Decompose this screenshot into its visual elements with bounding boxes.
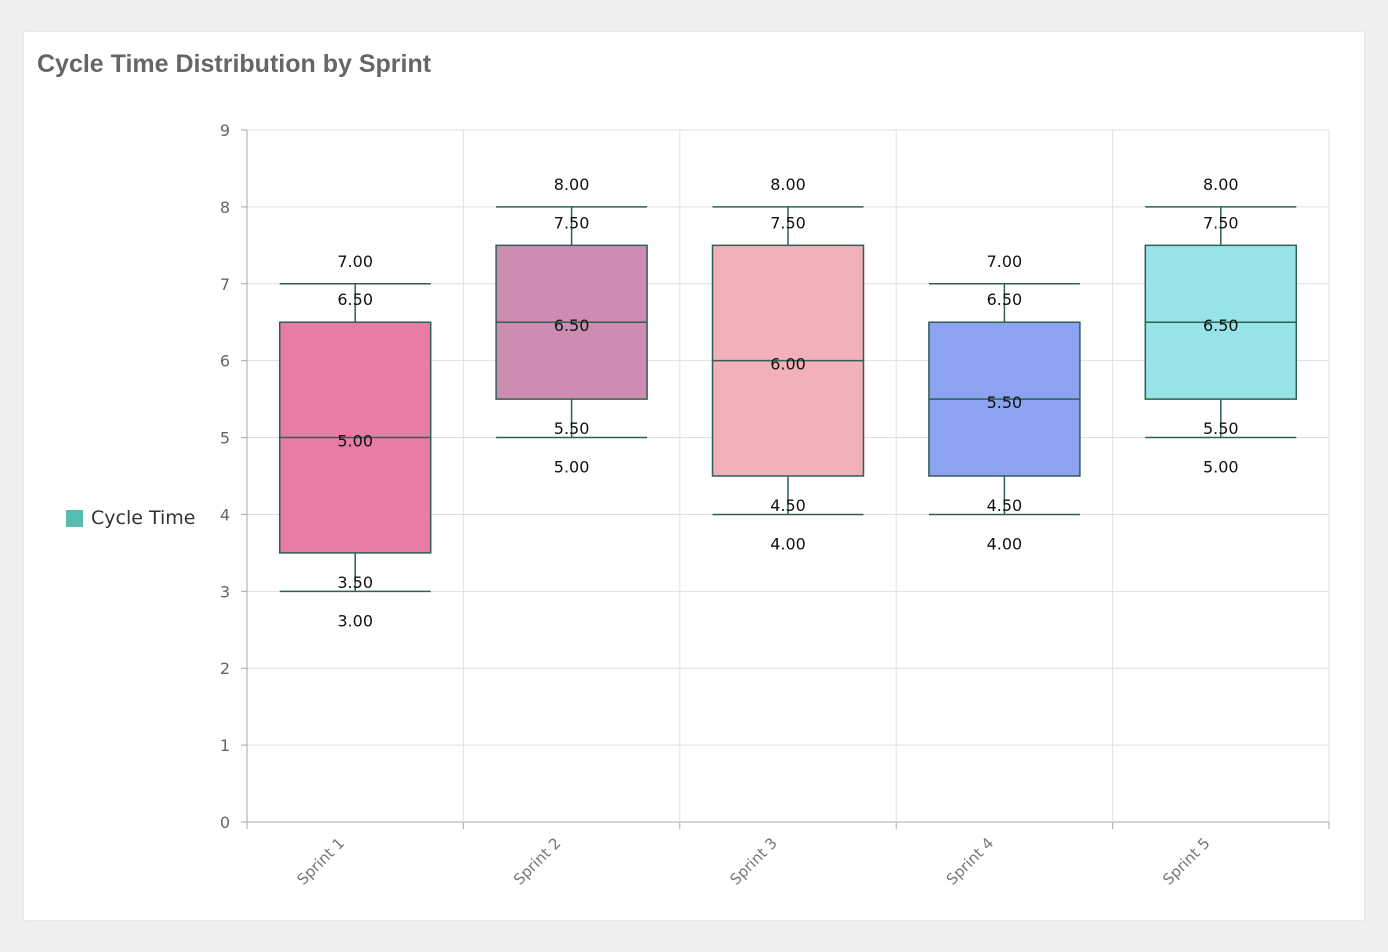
y-tick-label: 1 <box>220 736 230 755</box>
legend-swatch <box>66 509 83 527</box>
data-label-q1: 5.50 <box>554 419 590 438</box>
data-label-max: 7.00 <box>337 252 373 271</box>
data-label-max: 7.00 <box>987 252 1023 271</box>
y-tick-label: 9 <box>220 121 230 140</box>
data-label-median: 5.50 <box>987 393 1023 412</box>
y-tick-label: 3 <box>220 582 230 601</box>
data-label-min: 5.00 <box>1203 458 1239 477</box>
data-label-median: 6.50 <box>1203 316 1239 335</box>
data-label-max: 8.00 <box>1203 175 1239 194</box>
data-label-median: 6.50 <box>554 316 590 335</box>
x-tick-label: Sprint 3 <box>726 834 781 889</box>
data-label-max: 8.00 <box>554 175 590 194</box>
data-label-q1: 4.50 <box>770 496 806 515</box>
y-tick-label: 7 <box>220 275 230 294</box>
y-tick-label: 5 <box>220 429 230 448</box>
data-label-min: 3.00 <box>337 611 373 630</box>
data-label-min: 5.00 <box>554 458 590 477</box>
data-label-q3: 7.50 <box>1203 213 1239 232</box>
data-label-q1: 3.50 <box>337 573 373 592</box>
y-tick-label: 6 <box>220 352 230 371</box>
legend-label: Cycle Time <box>91 507 196 529</box>
data-label-max: 8.00 <box>770 175 806 194</box>
data-label-q1: 5.50 <box>1203 419 1239 438</box>
y-tick-label: 8 <box>220 198 230 217</box>
data-label-median: 5.00 <box>337 432 373 451</box>
data-label-q3: 7.50 <box>770 213 806 232</box>
y-tick-label: 4 <box>220 505 230 524</box>
x-tick-label: Sprint 4 <box>943 834 998 889</box>
x-tick-label: Sprint 2 <box>510 834 565 889</box>
data-label-q3: 6.50 <box>337 290 373 309</box>
chart-title: Cycle Time Distribution by Sprint <box>37 50 432 78</box>
y-tick-label: 2 <box>220 659 230 678</box>
data-label-min: 4.00 <box>770 534 806 553</box>
data-label-q3: 6.50 <box>987 290 1023 309</box>
y-tick-label: 0 <box>220 813 230 832</box>
x-tick-label: Sprint 5 <box>1159 834 1214 889</box>
data-label-q1: 4.50 <box>987 496 1023 515</box>
x-tick-label: Sprint 1 <box>294 834 349 889</box>
data-label-min: 4.00 <box>987 534 1023 553</box>
legend-item[interactable]: Cycle Time <box>66 507 195 529</box>
data-label-q3: 7.50 <box>554 213 590 232</box>
data-label-median: 6.00 <box>770 355 806 374</box>
